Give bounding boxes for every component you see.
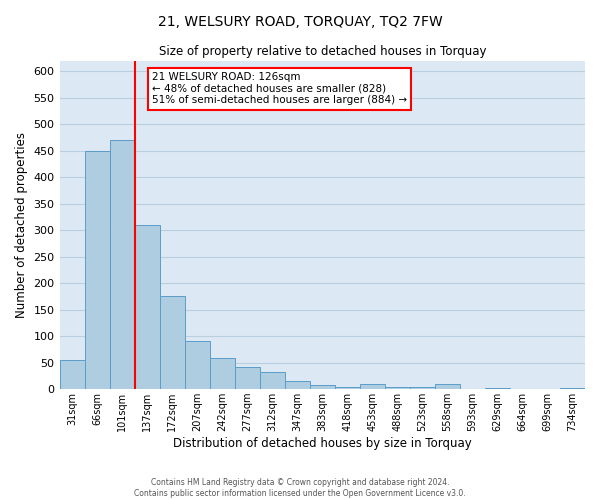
Bar xyxy=(260,372,285,389)
Bar xyxy=(85,150,110,389)
Bar xyxy=(310,385,335,389)
X-axis label: Distribution of detached houses by size in Torquay: Distribution of detached houses by size … xyxy=(173,437,472,450)
Bar xyxy=(160,296,185,389)
Bar xyxy=(385,386,410,389)
Bar xyxy=(410,386,435,389)
Bar xyxy=(185,342,209,389)
Bar xyxy=(360,384,385,389)
Bar xyxy=(335,386,360,389)
Bar xyxy=(59,360,85,389)
Bar xyxy=(110,140,134,389)
Text: Contains HM Land Registry data © Crown copyright and database right 2024.
Contai: Contains HM Land Registry data © Crown c… xyxy=(134,478,466,498)
Bar xyxy=(485,388,510,389)
Bar xyxy=(435,384,460,389)
Bar xyxy=(560,388,585,389)
Text: 21 WELSURY ROAD: 126sqm
← 48% of detached houses are smaller (828)
51% of semi-d: 21 WELSURY ROAD: 126sqm ← 48% of detache… xyxy=(152,72,407,106)
Bar xyxy=(209,358,235,389)
Bar xyxy=(285,381,310,389)
Bar xyxy=(134,225,160,389)
Y-axis label: Number of detached properties: Number of detached properties xyxy=(15,132,28,318)
Bar xyxy=(235,367,260,389)
Title: Size of property relative to detached houses in Torquay: Size of property relative to detached ho… xyxy=(158,45,486,58)
Text: 21, WELSURY ROAD, TORQUAY, TQ2 7FW: 21, WELSURY ROAD, TORQUAY, TQ2 7FW xyxy=(158,15,442,29)
